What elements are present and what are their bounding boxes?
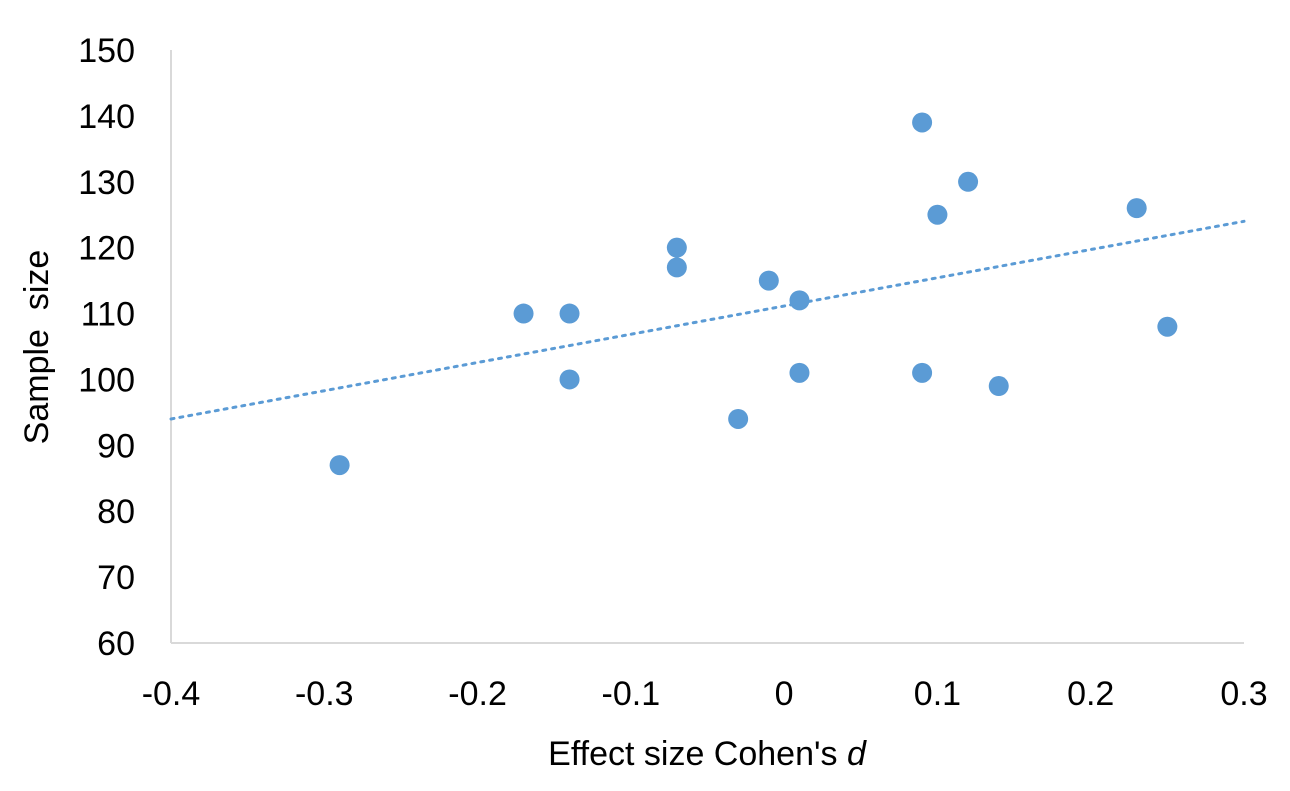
data-point bbox=[666, 237, 687, 258]
data-point bbox=[789, 362, 810, 383]
y-tick-label: 90 bbox=[97, 427, 135, 465]
x-axis-title: Effect size Cohen's d bbox=[548, 735, 867, 773]
data-point bbox=[1126, 198, 1147, 219]
data-point bbox=[912, 362, 933, 383]
y-tick-label: 70 bbox=[97, 559, 135, 597]
y-tick-label: 60 bbox=[97, 625, 135, 663]
data-point bbox=[559, 369, 580, 390]
y-tick-label: 110 bbox=[81, 296, 135, 334]
y-axis-title: Sample size bbox=[18, 250, 56, 445]
data-point bbox=[927, 204, 948, 225]
data-point bbox=[758, 270, 779, 291]
y-tick-label: 130 bbox=[78, 164, 135, 202]
x-tick-label: 0.2 bbox=[1067, 675, 1114, 713]
x-tick-label: -0.1 bbox=[602, 675, 661, 713]
data-point bbox=[1157, 316, 1178, 337]
y-tick-label: 140 bbox=[78, 98, 135, 136]
data-point bbox=[728, 408, 749, 429]
y-tick-label: 150 bbox=[78, 32, 135, 70]
x-tick-labels: -0.4 -0.3 -0.2 -0.1 0 0.1 0.2 0.3 bbox=[142, 675, 1268, 713]
data-point bbox=[912, 112, 933, 133]
x-tick-label: 0.1 bbox=[914, 675, 961, 713]
data-point bbox=[513, 303, 534, 324]
y-tick-labels: 60 70 80 90 100 110 120 130 140 150 bbox=[78, 32, 135, 663]
plot-area bbox=[170, 50, 1244, 644]
data-point bbox=[988, 376, 1009, 397]
data-point bbox=[559, 303, 580, 324]
data-points bbox=[329, 112, 1178, 476]
x-tick-label: 0 bbox=[775, 675, 794, 713]
x-tick-label: -0.2 bbox=[448, 675, 507, 713]
y-tick-label: 100 bbox=[78, 361, 135, 399]
trendline bbox=[169, 219, 1246, 421]
y-tick-label: 120 bbox=[78, 230, 135, 268]
data-point bbox=[666, 257, 687, 278]
data-point bbox=[958, 171, 979, 192]
data-point bbox=[329, 455, 350, 476]
data-point bbox=[789, 290, 810, 311]
x-tick-label: 0.3 bbox=[1220, 675, 1267, 713]
x-tick-label: -0.4 bbox=[142, 675, 201, 713]
y-tick-label: 80 bbox=[97, 493, 135, 531]
x-tick-label: -0.3 bbox=[295, 675, 354, 713]
